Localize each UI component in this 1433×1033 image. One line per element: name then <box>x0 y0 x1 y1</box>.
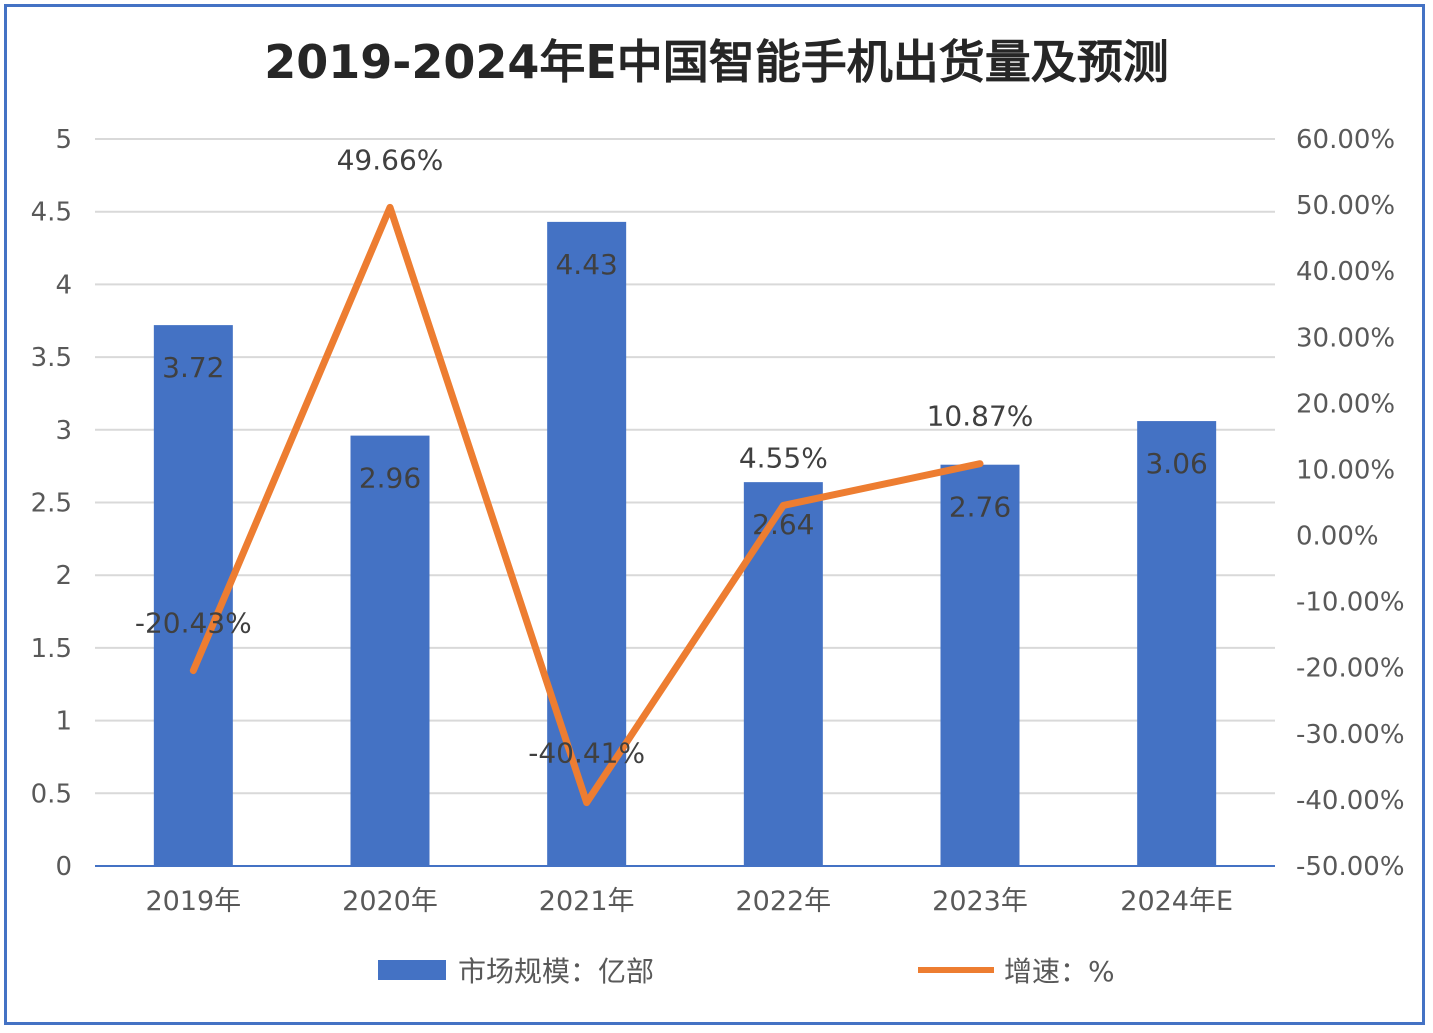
x-tick-label: 2020年 <box>342 886 438 917</box>
y-right-tick-label: 0.00% <box>1296 522 1379 552</box>
y-right-tick-label: 30.00% <box>1296 323 1395 353</box>
x-tick-label: 2022年 <box>735 886 831 917</box>
y-left-tick-label: 3 <box>55 416 72 446</box>
y-right-tick-label: 20.00% <box>1296 389 1395 419</box>
line-data-label: 49.66% <box>337 143 444 176</box>
line-data-label: 10.87% <box>927 400 1034 433</box>
x-tick-label: 2024年E <box>1120 886 1233 917</box>
y-right-tick-label: 60.00% <box>1296 125 1395 155</box>
y-left-tick-label: 2.5 <box>31 489 72 519</box>
y-left-tick-label: 1 <box>55 707 72 737</box>
line-data-label: 4.55% <box>739 441 828 474</box>
y-right-tick-label: -10.00% <box>1296 588 1405 618</box>
legend-item-bar: 市场规模：亿部 <box>378 950 654 990</box>
bar <box>940 464 1020 866</box>
line-data-label: -40.41% <box>528 737 645 770</box>
y-left-tick-label: 5 <box>55 125 72 155</box>
legend-label-line: 增速：% <box>1004 955 1115 988</box>
x-tick-label: 2021年 <box>539 886 635 917</box>
legend-label-bar: 市场规模：亿部 <box>458 955 655 988</box>
y-left-tick-label: 4.5 <box>31 198 72 228</box>
y-left-tick-label: 0 <box>55 852 72 882</box>
y-right-tick-label: -40.00% <box>1296 786 1405 816</box>
y-right-tick-label: 50.00% <box>1296 191 1395 221</box>
y-left-tick-label: 2 <box>55 561 72 591</box>
bar <box>350 435 430 866</box>
y-left-tick-label: 0.5 <box>31 779 72 809</box>
y-right-tick-label: -20.00% <box>1296 654 1405 684</box>
y-left-tick-label: 1.5 <box>31 634 72 664</box>
growth-line <box>189 203 984 807</box>
legend-item-line: 增速：% <box>918 950 1115 990</box>
y-left-tick-label: 4 <box>55 270 72 300</box>
y-right-tick-label: -50.00% <box>1296 852 1405 882</box>
bar-data-label: 3.72 <box>162 351 224 384</box>
bar <box>1137 421 1217 866</box>
y-right-tick-label: -30.00% <box>1296 720 1405 750</box>
bar-data-label: 3.06 <box>1145 447 1207 480</box>
x-tick-label: 2023年 <box>932 886 1028 917</box>
bar <box>153 325 233 866</box>
line-data-label: -20.43% <box>135 607 252 640</box>
bar-data-label: 2.96 <box>359 462 421 495</box>
bar-data-label: 4.43 <box>555 248 617 281</box>
y-right-tick-label: 10.00% <box>1296 455 1395 485</box>
x-tick-label: 2019年 <box>145 886 241 917</box>
y-left-tick-label: 3.5 <box>31 343 72 373</box>
legend-swatch-bar <box>378 960 446 980</box>
y-right-tick-label: 40.00% <box>1296 257 1395 287</box>
legend-swatch-line <box>918 967 994 973</box>
bar-data-label: 2.76 <box>949 491 1011 524</box>
chart-title: 2019-2024年E中国智能手机出货量及预测 <box>264 35 1169 89</box>
